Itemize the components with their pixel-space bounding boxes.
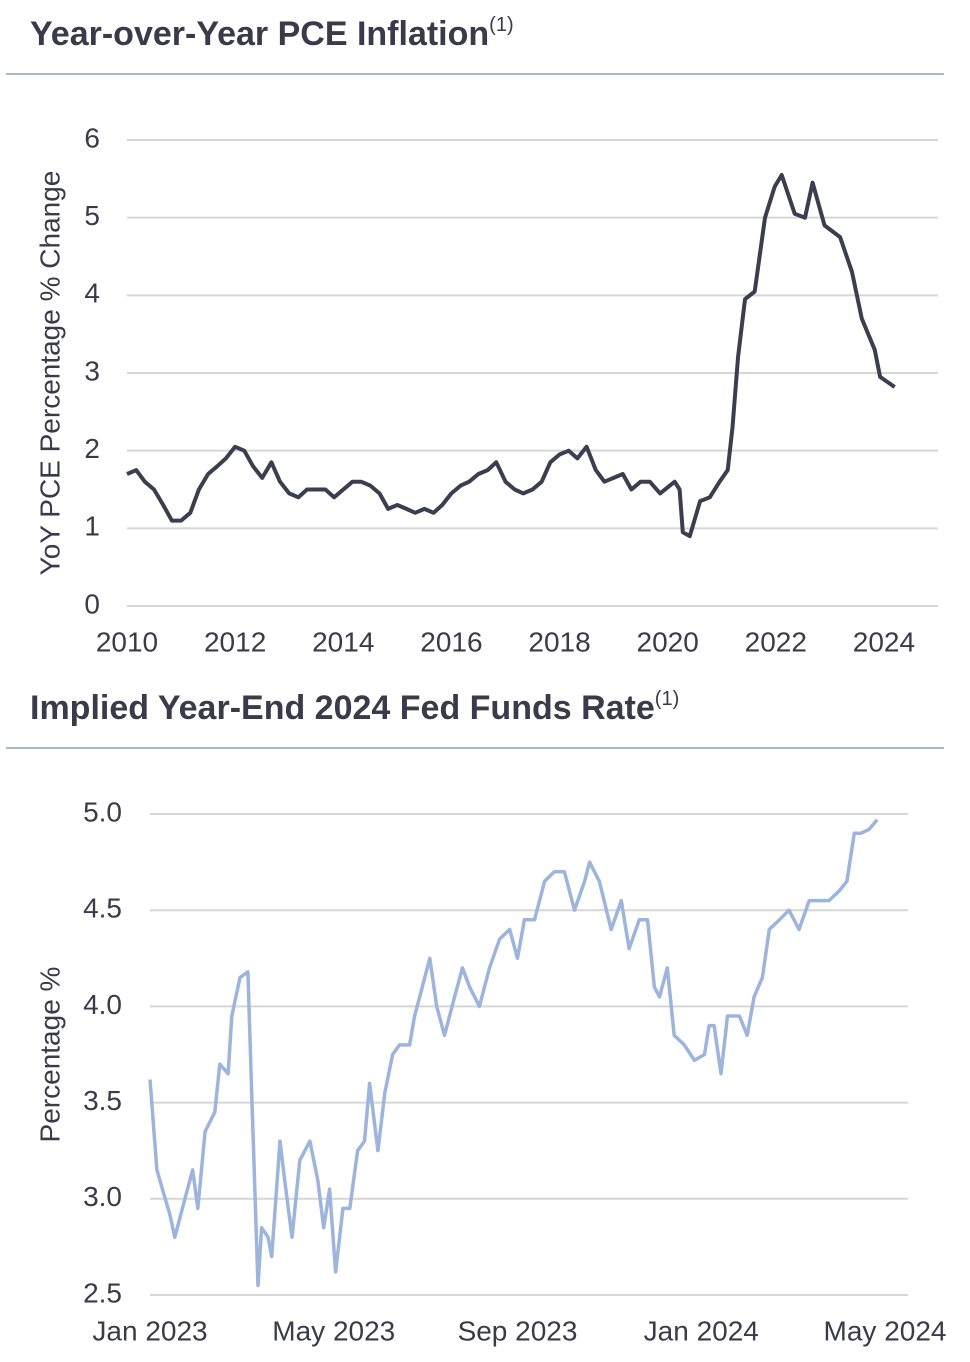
x-tick-label: 2022: [745, 626, 807, 657]
x-tick-label: 2014: [312, 626, 374, 657]
y-tick-label: 4.5: [83, 893, 122, 924]
y-axis-label: YoY PCE Percentage % Change: [34, 171, 65, 576]
y-tick-label: 0: [84, 588, 100, 619]
x-tick-label: Jan 2024: [644, 1315, 759, 1346]
x-tick-label: 2020: [637, 626, 699, 657]
x-tick-label: May 2023: [272, 1315, 395, 1346]
y-tick-label: 4: [84, 278, 100, 309]
chart-title: Year-over-Year PCE Inflation(1): [30, 14, 514, 53]
x-tick-label: 2018: [528, 626, 590, 657]
x-tick-label: 2024: [853, 626, 915, 657]
title-text: Implied Year-End 2024 Fed Funds Rate: [30, 689, 655, 727]
title-text: Year-over-Year PCE Inflation: [30, 15, 489, 53]
y-tick-label: 4.0: [83, 989, 122, 1020]
y-tick-label: 3.5: [83, 1085, 122, 1116]
title-note: (1): [655, 688, 679, 710]
y-tick-label: 2.5: [83, 1277, 122, 1308]
y-tick-label: 5.0: [83, 796, 122, 827]
x-tick-label: 2016: [420, 626, 482, 657]
x-tick-label: 2012: [204, 626, 266, 657]
y-axis-label: Percentage %: [34, 967, 65, 1143]
title-note: (1): [489, 14, 513, 36]
data-line: [126, 173, 896, 539]
x-tick-label: 2010: [96, 626, 158, 657]
x-tick-label: Jan 2023: [92, 1315, 207, 1346]
y-tick-label: 1: [84, 511, 100, 542]
y-tick-label: 5: [84, 200, 100, 231]
y-tick-label: 3.0: [83, 1181, 122, 1212]
x-tick-label: May 2024: [824, 1315, 947, 1346]
y-tick-label: 2: [84, 433, 100, 464]
chart-title: Implied Year-End 2024 Fed Funds Rate(1): [30, 688, 679, 727]
y-tick-label: 3: [84, 355, 100, 386]
data-line: [148, 818, 879, 1288]
x-tick-label: Sep 2023: [458, 1315, 578, 1346]
y-tick-label: 6: [84, 122, 100, 153]
